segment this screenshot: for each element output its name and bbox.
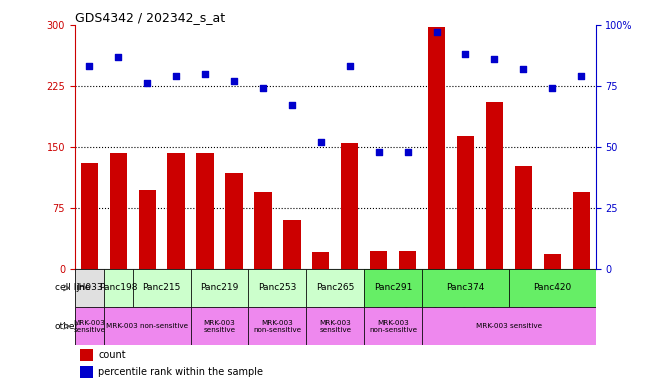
Text: JH033: JH033	[76, 283, 103, 292]
Text: MRK-003
sensitive: MRK-003 sensitive	[204, 320, 236, 333]
Bar	[399, 251, 416, 269]
Bar	[109, 152, 127, 269]
Text: Panc219: Panc219	[201, 283, 239, 292]
Bar	[486, 102, 503, 269]
Bar	[104, 269, 133, 307]
Point	[518, 66, 529, 72]
Point	[229, 78, 239, 84]
Bar	[457, 136, 474, 269]
Bar	[422, 307, 596, 345]
Bar	[249, 269, 307, 307]
Bar	[167, 152, 185, 269]
Point	[316, 139, 326, 145]
Point	[258, 85, 268, 91]
Bar	[191, 269, 249, 307]
Text: cell line: cell line	[55, 283, 90, 292]
Bar	[255, 192, 271, 269]
Bar	[544, 254, 561, 269]
Text: other: other	[55, 322, 79, 331]
Text: Panc198: Panc198	[99, 283, 137, 292]
Text: Panc420: Panc420	[533, 283, 572, 292]
Bar	[364, 269, 422, 307]
Text: percentile rank within the sample: percentile rank within the sample	[98, 367, 263, 377]
Text: MRK-003
sensitive: MRK-003 sensitive	[74, 320, 105, 333]
Text: MRK-003 non-sensitive: MRK-003 non-sensitive	[106, 323, 188, 329]
Bar	[364, 307, 422, 345]
Point	[286, 102, 297, 108]
Text: Panc291: Panc291	[374, 283, 412, 292]
Bar	[104, 307, 191, 345]
Point	[432, 29, 442, 35]
Text: Panc215: Panc215	[143, 283, 181, 292]
Bar	[307, 307, 364, 345]
Bar	[307, 269, 364, 307]
Point	[374, 149, 384, 155]
Bar	[515, 166, 532, 269]
Bar	[370, 251, 387, 269]
Bar	[509, 269, 596, 307]
Point	[489, 56, 499, 62]
Point	[460, 51, 471, 57]
Bar	[80, 366, 93, 378]
Bar	[197, 152, 214, 269]
Point	[200, 71, 210, 77]
Bar	[133, 269, 191, 307]
Bar	[572, 192, 590, 269]
Bar	[191, 307, 249, 345]
Bar	[341, 143, 359, 269]
Bar	[75, 307, 104, 345]
Text: Panc253: Panc253	[258, 283, 297, 292]
Point	[171, 73, 182, 79]
Bar	[75, 269, 104, 307]
Bar	[81, 163, 98, 269]
Bar	[249, 307, 307, 345]
Bar	[283, 220, 301, 269]
Point	[142, 80, 152, 86]
Text: Panc265: Panc265	[316, 283, 354, 292]
Bar	[312, 252, 329, 269]
Bar	[428, 26, 445, 269]
Bar	[80, 349, 93, 361]
Text: count: count	[98, 350, 126, 360]
Text: MRK-003
non-sensitive: MRK-003 non-sensitive	[253, 320, 301, 333]
Point	[402, 149, 413, 155]
Point	[113, 54, 124, 60]
Text: MRK-003 sensitive: MRK-003 sensitive	[476, 323, 542, 329]
Text: Panc374: Panc374	[447, 283, 484, 292]
Point	[547, 85, 557, 91]
Text: MRK-003
non-sensitive: MRK-003 non-sensitive	[369, 320, 417, 333]
Point	[576, 73, 587, 79]
Point	[344, 63, 355, 70]
Bar	[225, 173, 243, 269]
Point	[84, 63, 94, 70]
Bar	[422, 269, 509, 307]
Text: GDS4342 / 202342_s_at: GDS4342 / 202342_s_at	[75, 11, 225, 24]
Bar	[139, 190, 156, 269]
Text: MRK-003
sensitive: MRK-003 sensitive	[319, 320, 352, 333]
